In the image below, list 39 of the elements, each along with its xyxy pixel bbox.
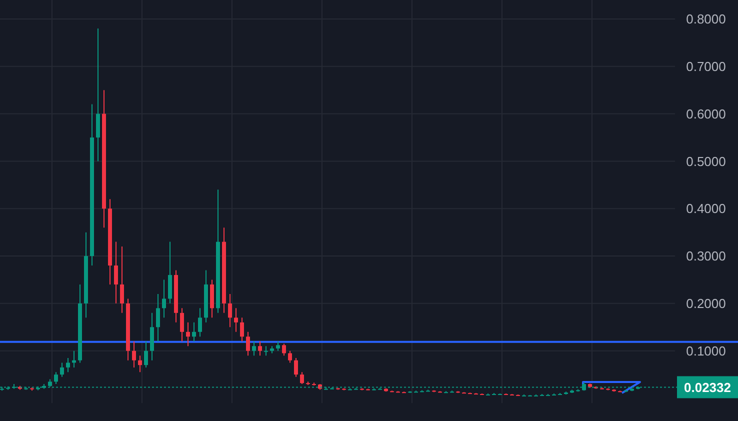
candlestick <box>192 322 196 342</box>
y-tick-label: 0.4000 <box>686 201 726 216</box>
candlestick <box>276 340 280 352</box>
candlestick <box>288 350 292 364</box>
candlestick <box>258 340 262 356</box>
candlestick <box>198 308 202 338</box>
candlestick <box>114 241 118 304</box>
candlestick <box>162 279 166 318</box>
candlestick <box>180 308 184 342</box>
candlestick <box>96 28 100 162</box>
candlestick <box>264 346 268 356</box>
candlestick <box>66 357 70 373</box>
candlestick <box>150 312 154 361</box>
y-tick-label: 0.8000 <box>686 12 726 27</box>
candlestick <box>300 372 304 385</box>
candlestick <box>294 357 298 378</box>
candlestick <box>252 340 256 356</box>
candlestick <box>156 293 160 342</box>
y-tick-label: 0.2000 <box>686 296 726 311</box>
y-tick-label: 0.3000 <box>686 248 726 264</box>
y-tick-label: 0.5000 <box>686 154 726 169</box>
candlestick <box>168 241 172 304</box>
candlestick <box>54 372 58 385</box>
candlestick <box>144 340 148 368</box>
candlestick <box>120 246 124 314</box>
candlestick <box>246 331 250 356</box>
candlestick <box>228 293 232 328</box>
candlestick <box>210 279 214 318</box>
candlestick <box>132 340 136 368</box>
candlestick <box>60 362 64 378</box>
y-tick-label: 0.7000 <box>686 58 726 74</box>
candlestick <box>240 317 244 342</box>
candlestick <box>138 355 142 373</box>
y-tick-label: 0.6000 <box>686 106 726 122</box>
candlestick <box>234 308 238 332</box>
ref-line-label: 0.02332 <box>684 380 731 395</box>
candlestick <box>282 343 286 356</box>
candlestick <box>186 322 190 347</box>
y-tick-label: 0.1000 <box>686 343 726 358</box>
